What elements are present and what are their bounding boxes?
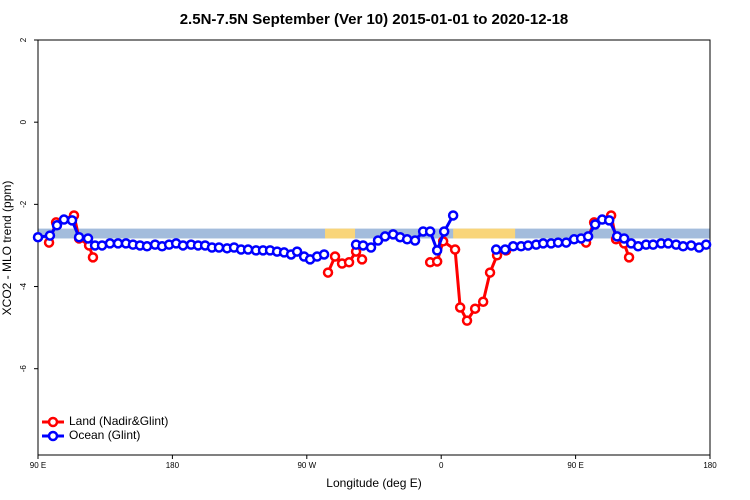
- data-point: [73, 231, 85, 243]
- data-point: [401, 234, 413, 245]
- data-point: [329, 251, 341, 262]
- x-axis-label: Longitude (deg E): [326, 476, 421, 490]
- data-point: [58, 214, 70, 225]
- data-point: [87, 252, 99, 263]
- data-point: [343, 257, 355, 268]
- data-point: [454, 302, 466, 313]
- data-point: [424, 226, 436, 237]
- data-point: [623, 252, 635, 263]
- background-band: [38, 228, 710, 239]
- legend-label: Ocean (Glint): [69, 428, 140, 442]
- chart-title: 2.5N-7.5N September (Ver 10) 2015-01-01 …: [180, 11, 569, 28]
- data-point: [469, 303, 481, 314]
- background-band: [325, 228, 356, 239]
- data-point: [484, 267, 496, 278]
- data-point: [589, 219, 601, 230]
- data-point: [66, 215, 78, 226]
- data-point: [522, 240, 534, 251]
- data-point: [32, 231, 44, 243]
- data-point: [318, 249, 330, 260]
- y-tick-label: -4: [19, 282, 28, 290]
- data-point: [490, 244, 502, 255]
- data-point: [379, 231, 391, 242]
- data-point: [477, 296, 489, 307]
- x-tick-label: 180: [166, 461, 180, 470]
- data-point: [662, 238, 674, 249]
- x-tick-label: 90 E: [30, 461, 46, 470]
- data-point: [44, 230, 56, 241]
- data-point: [51, 220, 63, 231]
- data-point: [322, 267, 334, 278]
- legend-label: Land (Nadir&Glint): [69, 414, 168, 428]
- data-point: [213, 242, 225, 253]
- data-point: [647, 239, 659, 250]
- y-tick-label: 2: [19, 37, 28, 42]
- data-point: [447, 210, 459, 221]
- data-point: [431, 245, 443, 256]
- x-tick-label: 180: [703, 461, 717, 470]
- data-point: [409, 235, 421, 246]
- data-point: [291, 246, 303, 257]
- data-point: [365, 242, 377, 253]
- x-tick-label: 90 E: [567, 461, 583, 470]
- data-point: [449, 244, 461, 255]
- data-point: [438, 226, 450, 237]
- y-axis-label: XCO2 - MLO trend (ppm): [0, 181, 14, 316]
- data-point: [603, 215, 615, 226]
- data-point: [582, 231, 594, 242]
- x-tick-label: 0: [439, 461, 444, 470]
- data-point: [552, 237, 564, 248]
- data-point: [677, 241, 689, 252]
- data-point: [177, 240, 189, 251]
- data-point: [461, 315, 473, 326]
- data-point: [618, 233, 630, 244]
- data-point: [104, 238, 116, 249]
- background-band: [453, 228, 516, 239]
- legend-marker: [47, 430, 59, 442]
- legend-marker: [47, 416, 59, 428]
- data-point: [82, 233, 94, 244]
- legend-item: Ocean (Glint): [42, 428, 140, 442]
- data-point: [700, 239, 712, 250]
- x-tick-label: 90 W: [297, 461, 316, 470]
- y-tick-label: -6: [19, 365, 28, 373]
- y-tick-label: -2: [19, 200, 28, 208]
- data-point: [356, 254, 368, 265]
- data-point: [141, 241, 153, 252]
- data-point: [499, 244, 511, 255]
- data-point: [431, 256, 443, 267]
- legend-item: Land (Nadir&Glint): [42, 414, 168, 428]
- y-tick-label: 0: [19, 119, 28, 124]
